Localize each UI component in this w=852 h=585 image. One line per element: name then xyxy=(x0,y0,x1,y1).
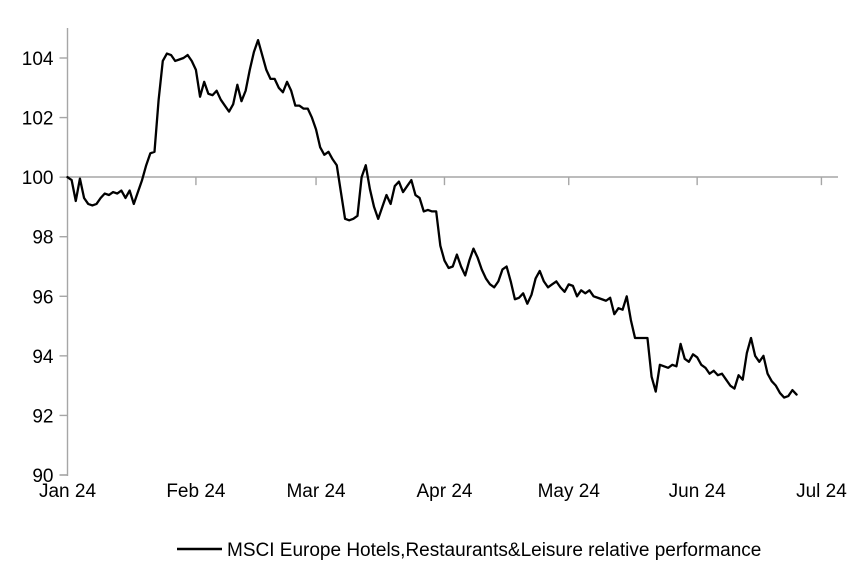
x-axis-tick-label: Jan 24 xyxy=(39,481,96,502)
y-axis-tick-labels: 90 92 94 96 98 100 102 104 xyxy=(22,49,54,487)
legend-label: MSCI Europe Hotels,Restaurants&Leisure r… xyxy=(227,540,761,561)
data-series-group xyxy=(66,38,798,399)
x-axis-tick-label: Apr 24 xyxy=(416,481,472,502)
y-axis-tick-label: 94 xyxy=(32,347,54,368)
y-axis-tick-label: 90 xyxy=(32,466,53,487)
y-axis-ticks xyxy=(59,57,68,476)
y-axis-tick-label: 96 xyxy=(32,287,53,308)
x-axis-tick-label: Mar 24 xyxy=(286,481,346,502)
y-axis-tick-label: 100 xyxy=(22,168,54,189)
x-axis-tick-label: Feb 24 xyxy=(166,481,226,502)
chart-legend: MSCI Europe Hotels,Restaurants&Leisure r… xyxy=(177,540,761,561)
y-axis-tick-label: 92 xyxy=(32,406,53,427)
x-axis-tick-label: Jun 24 xyxy=(669,481,726,502)
x-axis-tick-label: May 24 xyxy=(538,481,601,502)
x-axis-tick-label: Jul 24 xyxy=(796,481,847,502)
series-line-msci-europe-hotels-restaurants-leisure xyxy=(66,38,798,399)
y-axis-tick-label: 98 xyxy=(32,228,53,249)
x-axis-tick-labels: Jan 24 Feb 24 Mar 24 Apr 24 May 24 Jun 24 Jul … xyxy=(39,481,847,502)
y-axis-tick-label: 104 xyxy=(22,49,54,70)
x-axis-ticks xyxy=(59,177,823,476)
y-axis-tick-label: 102 xyxy=(22,109,54,130)
